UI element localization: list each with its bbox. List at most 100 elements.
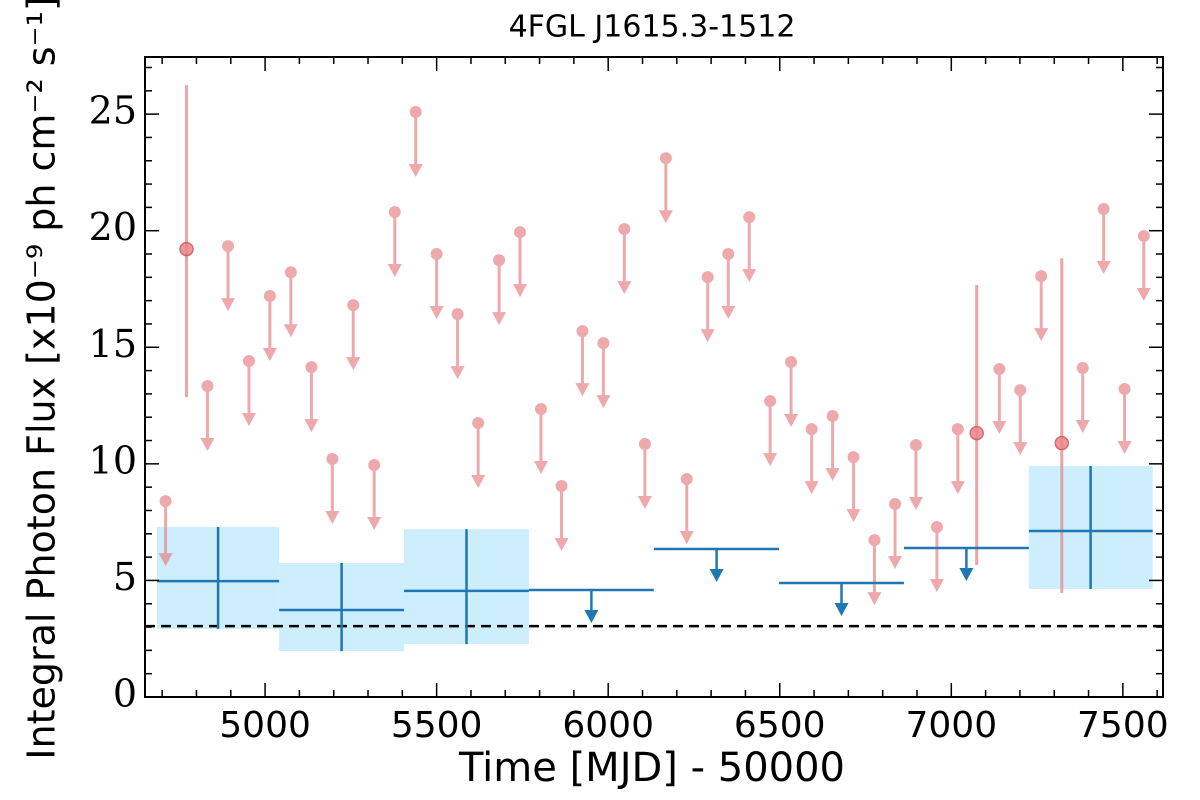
upper-limit-part — [659, 152, 672, 165]
upper-limit-head — [834, 602, 849, 616]
upper-limit-part — [846, 509, 861, 523]
upper-limit-part — [367, 517, 382, 531]
upper-limit-part — [722, 248, 735, 261]
upper-limit-part — [1097, 203, 1110, 216]
upper-limit-part — [1117, 441, 1132, 455]
point — [969, 425, 984, 441]
upper-limit-part — [617, 281, 632, 295]
upper-limit — [1013, 384, 1028, 456]
upper-limit — [429, 248, 444, 320]
upper-limit-part — [533, 461, 548, 475]
upper-limit — [346, 299, 361, 371]
upper-limit-part — [284, 266, 297, 279]
upper-limit-part — [596, 395, 611, 409]
upper-limit — [304, 361, 319, 433]
upper-limit-part — [472, 417, 485, 430]
upper-limit-part — [743, 211, 756, 224]
upper-limit — [200, 379, 215, 451]
upper-limit-part — [785, 355, 798, 368]
upper-limit-part — [554, 537, 569, 551]
x-axis-label: Time [MJD] - 50000 — [458, 745, 845, 791]
upper-limit — [554, 479, 569, 551]
upper-limit-part — [513, 284, 528, 298]
upper-limit — [408, 106, 423, 178]
upper-limit — [158, 495, 173, 567]
x-tick-label: 7500 — [1077, 705, 1169, 746]
upper-limit-part — [409, 106, 422, 119]
upper-limit-part — [825, 468, 840, 482]
upper-limit-head — [709, 568, 724, 582]
upper-limit — [929, 521, 944, 593]
upper-limit-part — [325, 510, 340, 524]
upper-limit-part — [388, 206, 401, 219]
upper-limit-part — [429, 306, 444, 320]
upper-limit-part — [951, 423, 964, 436]
upper-limit — [679, 473, 694, 545]
upper-limit — [825, 410, 840, 482]
upper-limit-part — [575, 383, 590, 397]
x-tick-label: 6000 — [562, 705, 654, 746]
upper-limit — [262, 289, 277, 361]
upper-limit-part — [868, 534, 881, 547]
upper-limit-part — [1075, 420, 1090, 434]
upper-limit-part — [387, 264, 402, 278]
upper-limit-part — [158, 553, 173, 567]
upper-limit-part — [451, 308, 464, 321]
upper-limit — [1117, 383, 1132, 455]
upper-limit — [950, 423, 965, 495]
upper-limit — [992, 362, 1007, 434]
upper-limit-part — [1137, 230, 1150, 243]
upper-limit-part — [241, 413, 256, 427]
upper-limit — [575, 325, 590, 397]
upper-limit-part — [867, 592, 882, 606]
upper-limit-part — [679, 531, 694, 545]
upper-limit-part — [283, 324, 298, 338]
upper-limit — [1034, 270, 1049, 342]
upper-limit-part — [993, 362, 1006, 375]
upper-limit-part — [700, 329, 715, 343]
upper-limit — [617, 223, 632, 295]
upper-limit-part — [805, 423, 818, 436]
point — [179, 241, 194, 257]
upper-limit-part — [1034, 328, 1049, 342]
upper-limit-part — [742, 269, 757, 283]
upper-limit — [1136, 230, 1151, 302]
upper-limit-part — [638, 438, 651, 451]
upper-limit-part — [1096, 261, 1111, 275]
upper-limit-part — [368, 459, 381, 472]
x-tick-label: 5500 — [391, 705, 483, 746]
upper-limit-head — [959, 568, 974, 582]
upper-limit — [1096, 203, 1111, 275]
upper-limit-part — [492, 312, 507, 326]
upper-limit — [471, 417, 486, 489]
upper-limit-part — [618, 223, 631, 236]
upper-limit — [492, 254, 507, 326]
upper-limit-part — [701, 271, 714, 284]
upper-limit-part — [930, 521, 943, 534]
upper-limit-part — [242, 355, 255, 368]
upper-limit-part — [1014, 384, 1027, 397]
upper-limit-part — [450, 366, 465, 380]
upper-limit-part — [304, 419, 319, 433]
upper-limit-part — [534, 403, 547, 416]
upper-limit-part — [950, 481, 965, 495]
upper-limit-part — [658, 210, 673, 224]
upper-limit-part — [992, 420, 1007, 434]
upper-limit-part — [763, 453, 778, 467]
upper-limit — [700, 271, 715, 343]
upper-limit-part — [201, 379, 214, 392]
y-tick-label: 25 — [89, 89, 137, 133]
upper-limit — [763, 395, 778, 467]
upper-limit — [804, 423, 819, 495]
upper-limit-part — [929, 579, 944, 593]
upper-limit-part — [1035, 270, 1048, 283]
upper-limit — [325, 452, 340, 524]
upper-limit-part — [597, 337, 610, 350]
upper-limit-part — [1013, 442, 1028, 456]
upper-limit-part — [305, 361, 318, 374]
upper-limit-part — [908, 496, 923, 510]
upper-limit — [513, 226, 528, 298]
y-tick-label: 20 — [89, 205, 137, 249]
